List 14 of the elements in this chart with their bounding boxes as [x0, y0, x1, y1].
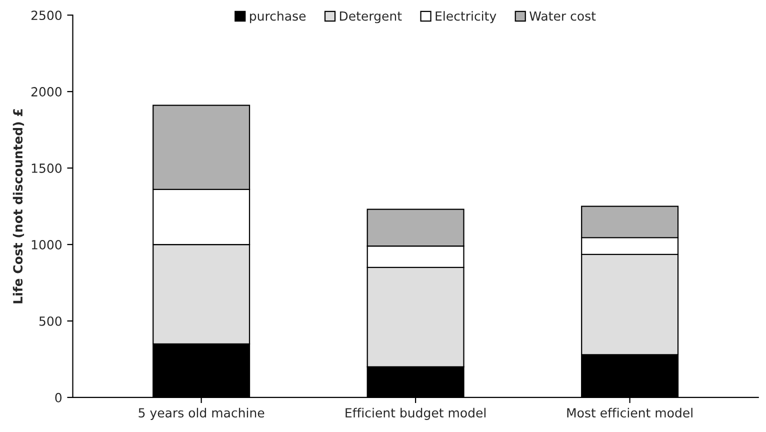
y-tick-label: 1000 [32, 240, 62, 250]
x-tick-label: Most efficient model [567, 408, 692, 418]
legend-label: Detergent [340, 11, 402, 24]
y-tick-label: 1500 [32, 164, 62, 173]
y-axis-title: Life Cost (not discounted) £ [12, 109, 24, 304]
y-tick-label: 500 [39, 316, 62, 326]
x-tick-label: 5 years old machine [138, 408, 264, 420]
legend-label: Electricity [436, 11, 496, 24]
x-tick-label: Efficient budget model [346, 408, 486, 420]
y-tick-label: 2500 [31, 10, 62, 20]
legend-label: purchase [250, 11, 306, 24]
y-tick-label: 0 [55, 392, 62, 402]
legend-label: Water cost [530, 11, 596, 21]
y-tick-label: 2000 [31, 87, 62, 97]
